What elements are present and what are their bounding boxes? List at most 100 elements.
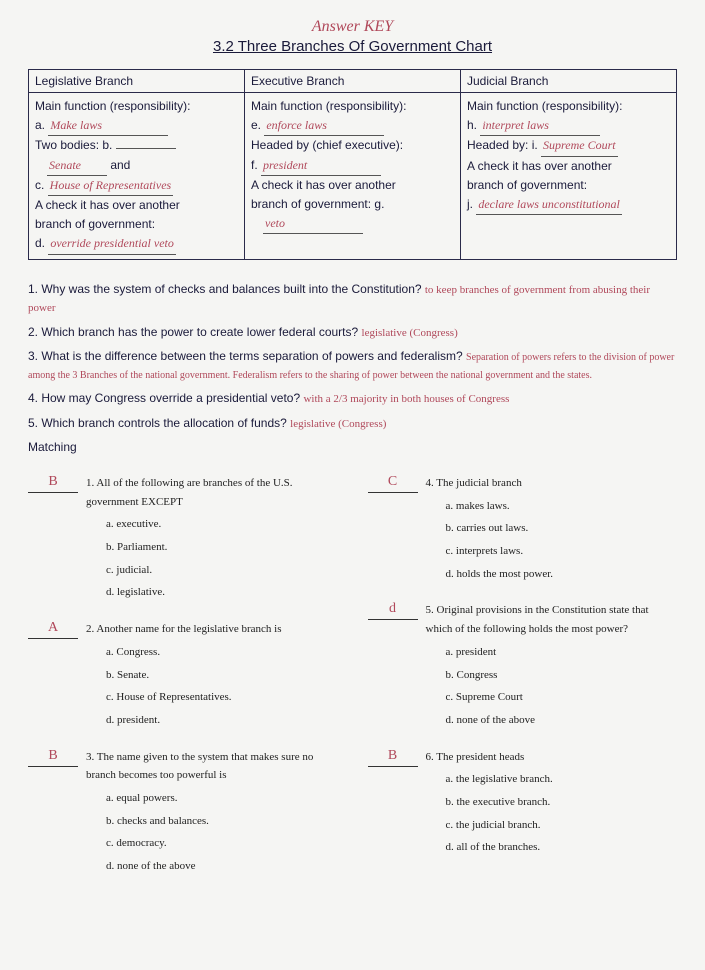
matching-option: c. Supreme Court xyxy=(446,688,678,707)
fill-in-answer: Supreme Court xyxy=(541,136,618,156)
chart-line: branch of government: g. xyxy=(251,195,454,214)
matching-option: c. House of Representatives. xyxy=(106,688,338,707)
matching-body: 2. Another name for the legislative bran… xyxy=(86,620,338,733)
chart-line: Main function (responsibility): xyxy=(35,97,238,116)
matching-option: d. president. xyxy=(106,711,338,730)
chart-column: Legislative BranchMain function (respons… xyxy=(29,70,245,259)
branches-chart: Legislative BranchMain function (respons… xyxy=(28,69,677,260)
chart-line: j. declare laws unconstitutional xyxy=(467,195,670,215)
matching-option: a. the legislative branch. xyxy=(446,770,678,789)
chart-line: e. enforce laws xyxy=(251,116,454,136)
question-text: 1. Why was the system of checks and bala… xyxy=(28,282,425,296)
matching-answer-blank: d xyxy=(368,601,418,620)
chart-column: Executive BranchMain function (responsib… xyxy=(245,70,461,259)
fill-in-answer: enforce laws xyxy=(264,116,384,136)
matching-options: a. Congress. b. Senate. c. House of Repres… xyxy=(106,643,338,730)
matching-body: 4. The judicial branch a. makes laws. b. c… xyxy=(426,474,678,587)
matching-answer-blank: C xyxy=(368,474,418,493)
matching-option: d. all of the branches. xyxy=(446,838,678,857)
matching-answer-blank: B xyxy=(368,748,418,767)
matching-stem: 3. The name given to the system that mak… xyxy=(86,748,338,785)
fill-in-answer: president xyxy=(261,156,381,176)
chart-line: Senate and xyxy=(35,156,238,176)
matching-option: d. legislative. xyxy=(106,583,338,602)
matching-answer-blank: A xyxy=(28,620,78,639)
chart-line: Main function (responsibility): xyxy=(467,97,670,116)
matching-option: c. democracy. xyxy=(106,834,338,853)
answer-key-note: Answer KEY xyxy=(28,18,677,36)
chart-line: a. Make laws xyxy=(35,116,238,136)
matching-section: B 1. All of the following are branches of… xyxy=(28,474,677,894)
matching-answer-blank: B xyxy=(28,474,78,493)
chart-line: A check it has over another xyxy=(467,157,670,176)
matching-stem: 4. The judicial branch xyxy=(426,474,678,493)
chart-line: c. House of Representatives xyxy=(35,176,238,196)
fill-in-answer: override presidential veto xyxy=(48,234,176,254)
chart-column-body: Main function (responsibility):h. interp… xyxy=(461,93,676,219)
matching-option: b. Congress xyxy=(446,666,678,685)
chart-line: d. override presidential veto xyxy=(35,234,238,254)
chart-line: Headed by: i. Supreme Court xyxy=(467,136,670,156)
matching-option: b. Parliament. xyxy=(106,538,338,557)
fill-in-answer: veto xyxy=(263,214,363,234)
matching-option: a. equal powers. xyxy=(106,789,338,808)
fill-in-answer: House of Representatives xyxy=(48,176,174,196)
chart-line: A check it has over another xyxy=(251,176,454,195)
chart-column-body: Main function (responsibility):a. Make l… xyxy=(29,93,244,259)
question-text: 3. What is the difference between the te… xyxy=(28,349,466,363)
matching-option: b. Senate. xyxy=(106,666,338,685)
matching-option: d. none of the above xyxy=(446,711,678,730)
matching-option: a. president xyxy=(446,643,678,662)
chart-line: branch of government: xyxy=(35,215,238,234)
chart-column: Judicial BranchMain function (responsibi… xyxy=(461,70,676,259)
fill-in-answer: declare laws unconstitutional xyxy=(476,195,622,215)
matching-stem: 5. Original provisions in the Constituti… xyxy=(426,601,678,638)
matching-option: b. the executive branch. xyxy=(446,793,678,812)
matching-option: b. carries out laws. xyxy=(446,519,678,538)
chart-line: Two bodies: b. xyxy=(35,136,238,155)
matching-option: a. makes laws. xyxy=(446,497,678,516)
matching-body: 3. The name given to the system that mak… xyxy=(86,748,338,880)
matching-item: B3. The name given to the system that ma… xyxy=(28,748,338,880)
matching-item: d 5. Original provisions in the Constitut… xyxy=(368,601,678,733)
matching-options: a. executive. b. Parliament. c. judicial. d… xyxy=(106,515,338,602)
matching-option: c. judicial. xyxy=(106,561,338,580)
question-answer: legislative (Congress) xyxy=(290,418,386,430)
page-title: 3.2 Three Branches Of Government Chart xyxy=(28,38,677,55)
question-text: 5. Which branch controls the allocation … xyxy=(28,416,290,430)
question-row: 2. Which branch has the power to create … xyxy=(28,323,677,342)
matching-body: 5. Original provisions in the Constituti… xyxy=(426,601,678,733)
question-answer: with a 2/3 majority in both houses of Co… xyxy=(303,393,509,405)
matching-options: a. makes laws. b. carries out laws. c. int… xyxy=(446,497,678,584)
matching-option: a. executive. xyxy=(106,515,338,534)
matching-body: 6. The president headsa. the legislative… xyxy=(426,748,678,861)
question-answer: legislative (Congress) xyxy=(362,327,458,339)
fill-in-answer xyxy=(116,148,176,149)
chart-column-header: Executive Branch xyxy=(245,70,460,93)
chart-column-header: Legislative Branch xyxy=(29,70,244,93)
question-text: 4. How may Congress override a president… xyxy=(28,391,303,405)
matching-options: a. president b. Congress c. Supreme Court d… xyxy=(446,643,678,730)
fill-in-answer: Senate xyxy=(47,156,107,176)
fill-in-answer: Make laws xyxy=(48,116,168,136)
matching-right-column: C 4. The judicial branch a. makes laws. b. … xyxy=(368,474,678,894)
chart-line: Headed by (chief executive): xyxy=(251,136,454,155)
chart-column-header: Judicial Branch xyxy=(461,70,676,93)
matching-item: C 4. The judicial branch a. makes laws. b. … xyxy=(368,474,678,587)
chart-line: veto xyxy=(251,214,454,234)
matching-option: a. Congress. xyxy=(106,643,338,662)
matching-item: B 1. All of the following are branches of… xyxy=(28,474,338,606)
chart-line: A check it has over another xyxy=(35,196,238,215)
matching-option: c. interprets laws. xyxy=(446,542,678,561)
chart-line: h. interpret laws xyxy=(467,116,670,136)
fill-in-answer: interpret laws xyxy=(480,116,600,136)
matching-stem: 1. All of the following are branches of … xyxy=(86,474,338,511)
matching-item: A 2. Another name for the legislative bra… xyxy=(28,620,338,733)
matching-item: B 6. The president headsa. the legislativ… xyxy=(368,748,678,861)
short-answer-questions: 1. Why was the system of checks and bala… xyxy=(28,280,677,433)
question-row: 4. How may Congress override a president… xyxy=(28,389,677,408)
chart-line: f. president xyxy=(251,156,454,176)
question-row: 1. Why was the system of checks and bala… xyxy=(28,280,677,317)
question-text: 2. Which branch has the power to create … xyxy=(28,325,362,339)
matching-body: 1. All of the following are branches of … xyxy=(86,474,338,606)
